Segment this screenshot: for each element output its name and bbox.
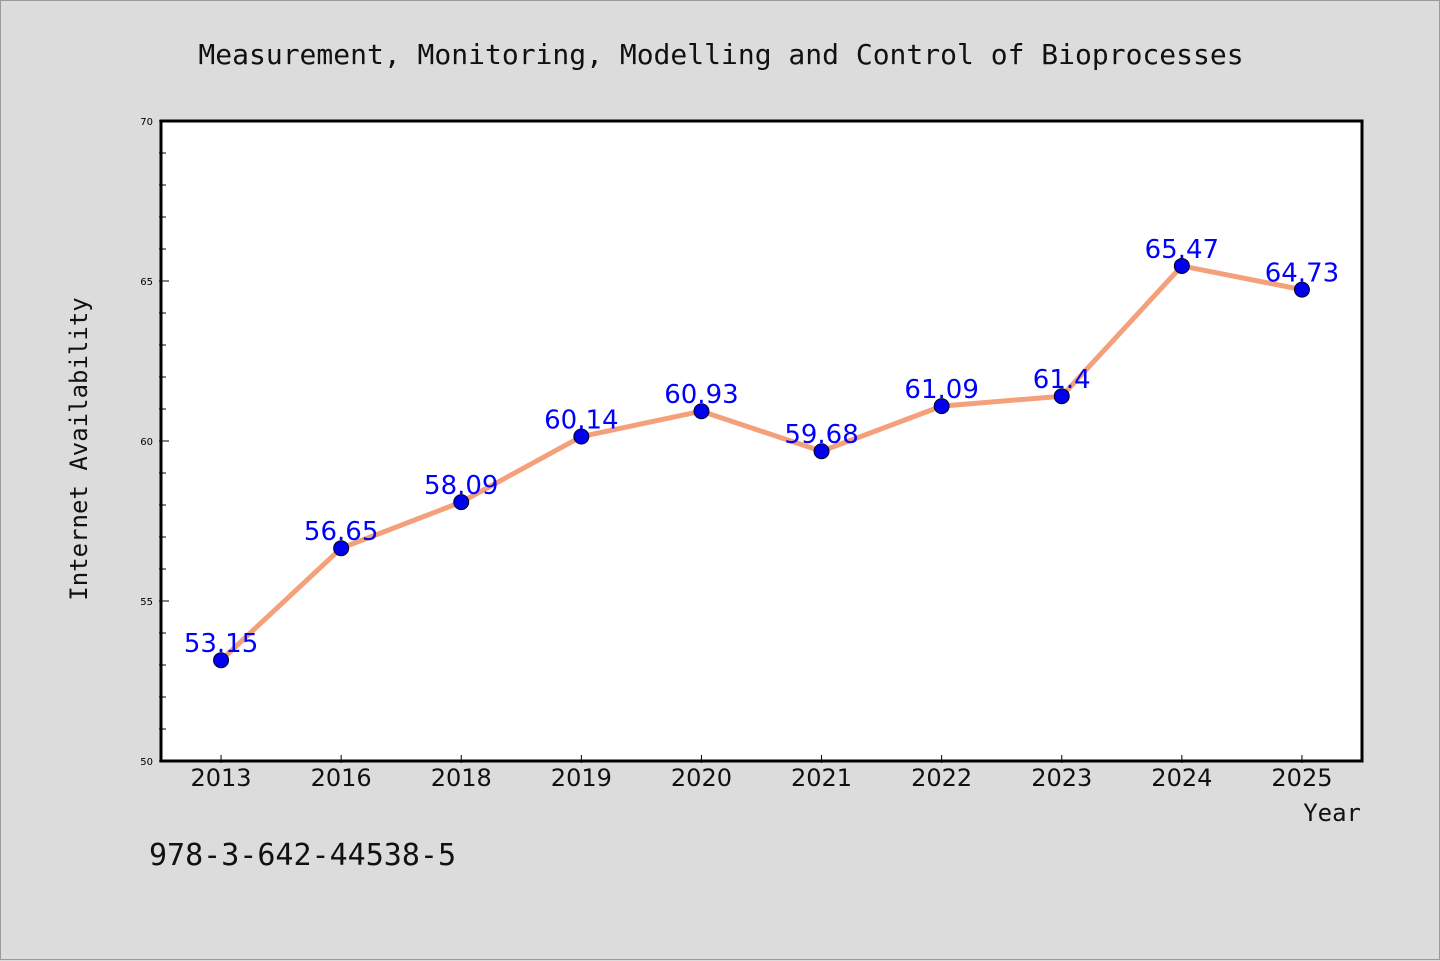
x-tick-label: 2024 <box>1151 764 1212 792</box>
data-point <box>1173 257 1190 274</box>
data-point <box>1293 281 1310 298</box>
y-axis-title: Internet Availability <box>65 297 93 600</box>
data-point <box>693 403 710 420</box>
x-tick-label: 2018 <box>431 764 492 792</box>
y-axis: 50 55 60 65 70 <box>140 117 169 768</box>
x-tick-label: 2016 <box>311 764 372 792</box>
data-point <box>1053 388 1070 405</box>
y-tick-label: 55 <box>140 597 153 608</box>
data-point <box>333 540 350 557</box>
isbn-footer: 978-3-642-44538-5 <box>149 838 456 873</box>
x-tick-label: 2021 <box>791 764 852 792</box>
data-point <box>933 398 950 415</box>
y-tick-label: 50 <box>140 757 153 768</box>
x-tick-label: 2023 <box>1031 764 1092 792</box>
plot-area <box>159 119 1364 763</box>
x-axis: 2013 2016 2018 2019 2020 2021 2022 2023 2024 2025 <box>191 755 1332 792</box>
data-point <box>573 428 590 445</box>
x-tick-label: 2025 <box>1271 764 1332 792</box>
x-axis-title: Year <box>1303 799 1361 827</box>
x-tick-label: 2013 <box>191 764 252 792</box>
x-tick-label: 2019 <box>551 764 612 792</box>
y-tick-label: 70 <box>140 117 153 128</box>
x-tick-label: 2020 <box>671 764 732 792</box>
data-point <box>813 443 830 460</box>
y-tick-label: 60 <box>140 437 153 448</box>
data-point <box>213 652 230 669</box>
chart-title: Measurement, Monitoring, Modelling and C… <box>198 38 1243 71</box>
y-tick-label: 65 <box>140 277 153 288</box>
x-tick-label: 2022 <box>911 764 972 792</box>
data-point <box>453 494 470 511</box>
series-line <box>218 263 1305 663</box>
